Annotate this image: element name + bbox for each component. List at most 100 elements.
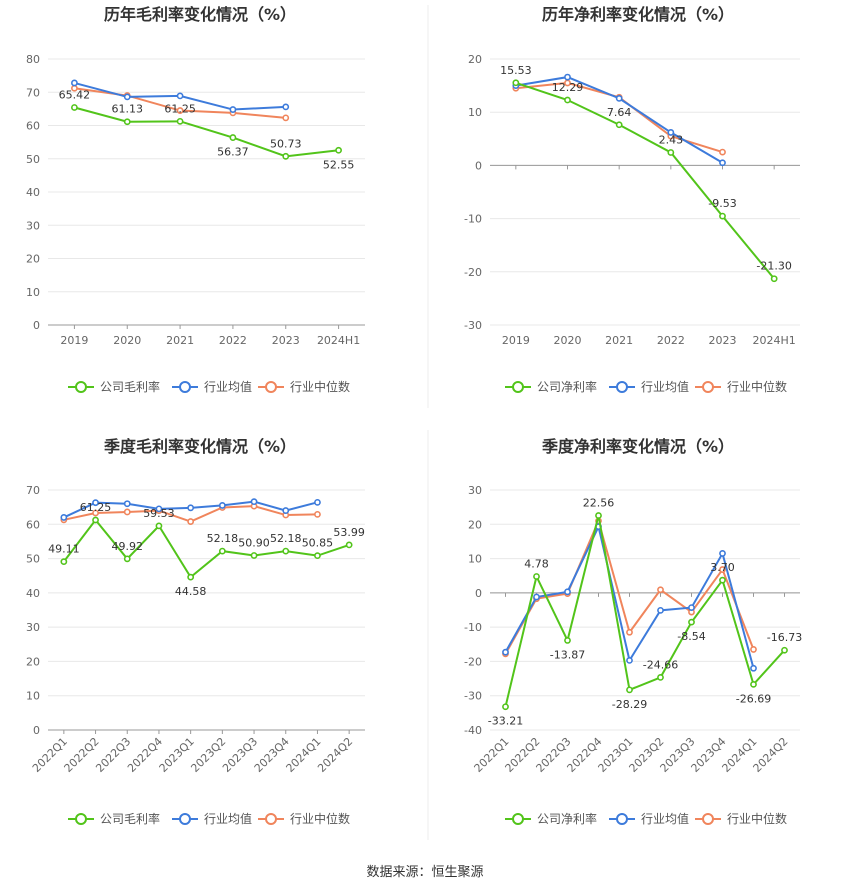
series-point-2 bbox=[719, 159, 726, 167]
data-label: -13.87 bbox=[550, 648, 585, 661]
y-tick-label: 20 bbox=[468, 53, 482, 66]
y-tick-label: -10 bbox=[464, 621, 482, 634]
series-point-2 bbox=[564, 588, 571, 596]
y-tick-label: -10 bbox=[464, 213, 482, 226]
y-tick-label: 70 bbox=[26, 484, 40, 497]
data-label: 44.58 bbox=[175, 585, 207, 598]
y-tick-label: 40 bbox=[26, 186, 40, 199]
data-label: 49.11 bbox=[48, 543, 80, 556]
y-tick-label: 10 bbox=[468, 106, 482, 119]
legend-label-3: 行业中位数 bbox=[727, 811, 787, 826]
y-tick-label: 0 bbox=[33, 724, 40, 737]
series-point-1 bbox=[719, 212, 726, 220]
data-label: 12.29 bbox=[552, 81, 584, 94]
legend-label-1: 公司净利率 bbox=[537, 379, 597, 394]
data-label: -16.73 bbox=[767, 631, 802, 644]
data-label: 59.53 bbox=[143, 507, 175, 520]
legend-marker-1 bbox=[512, 381, 524, 393]
series-point-3 bbox=[657, 586, 664, 594]
y-tick-label: 20 bbox=[468, 518, 482, 531]
series-point-1 bbox=[615, 121, 623, 129]
series-point-1 bbox=[345, 541, 353, 549]
legend-label-2: 行业均值 bbox=[641, 379, 689, 394]
y-tick-label: 0 bbox=[475, 159, 482, 172]
series-point-2 bbox=[667, 129, 675, 136]
y-tick-label: 50 bbox=[26, 153, 40, 166]
series-point-1 bbox=[314, 552, 321, 560]
data-label: 52.55 bbox=[323, 158, 355, 171]
series-line-1 bbox=[515, 81, 775, 280]
series-point-2 bbox=[314, 498, 321, 506]
x-tick-label: 2024H1 bbox=[753, 334, 796, 347]
series-point-2 bbox=[657, 606, 664, 614]
legend-label-1: 公司毛利率 bbox=[100, 379, 160, 394]
series-point-2 bbox=[123, 93, 131, 101]
legend-marker-1 bbox=[512, 813, 524, 825]
y-tick-label: -30 bbox=[464, 690, 482, 703]
chart-title: 历年净利率变化情况（%） bbox=[542, 5, 734, 24]
series-point-1 bbox=[688, 618, 695, 626]
x-tick-label: 2024Q2 bbox=[315, 735, 355, 775]
series-point-1 bbox=[218, 547, 226, 555]
series-point-1 bbox=[335, 146, 342, 154]
series-point-1 bbox=[123, 555, 131, 563]
series-point-1 bbox=[781, 646, 788, 654]
series-line-1 bbox=[74, 106, 339, 158]
series-point-2 bbox=[155, 505, 163, 513]
series-point-1 bbox=[595, 512, 602, 519]
series-point-2 bbox=[615, 94, 623, 102]
data-label: 61.25 bbox=[164, 102, 196, 115]
series-point-2 bbox=[71, 79, 78, 87]
series-point-3 bbox=[176, 107, 184, 114]
series-point-2 bbox=[282, 507, 290, 514]
y-tick-label: 80 bbox=[26, 53, 40, 66]
data-source-label: 数据来源：恒生聚源 bbox=[366, 865, 483, 880]
y-tick-label: -20 bbox=[464, 655, 482, 668]
legend-label-2: 行业均值 bbox=[204, 811, 252, 826]
data-label: 3.70 bbox=[710, 561, 735, 574]
y-tick-label: 10 bbox=[468, 553, 482, 566]
series-point-1 bbox=[512, 79, 520, 87]
data-label: 61.25 bbox=[80, 501, 112, 514]
series-point-2 bbox=[187, 504, 195, 512]
series-line-1 bbox=[504, 515, 786, 707]
series-point-2 bbox=[176, 92, 184, 100]
y-tick-label: 0 bbox=[33, 319, 40, 332]
series-point-3 bbox=[282, 114, 290, 122]
series-point-2 bbox=[719, 550, 726, 557]
series-point-1 bbox=[60, 558, 68, 566]
data-label: -26.69 bbox=[736, 692, 771, 705]
data-label: 52.18 bbox=[270, 532, 302, 545]
series-point-1 bbox=[719, 576, 726, 584]
y-tick-label: 30 bbox=[468, 484, 482, 497]
data-label: 15.53 bbox=[500, 64, 532, 77]
series-point-1 bbox=[750, 680, 757, 688]
data-label: 22.56 bbox=[583, 497, 615, 510]
y-tick-label: 70 bbox=[26, 86, 40, 99]
chart-4: 季度净利率变化情况（%）-40-30-20-1001020302022Q1202… bbox=[464, 437, 802, 826]
data-label: -33.21 bbox=[488, 715, 523, 728]
series-point-2 bbox=[250, 498, 258, 506]
series-point-1 bbox=[187, 573, 195, 581]
chart-1: 历年毛利率变化情况（%） 0 10 20 30 40 50 60 70 80 2019 2020 202… bbox=[26, 5, 365, 394]
data-label: 50.90 bbox=[238, 536, 270, 549]
data-label: -24.66 bbox=[643, 658, 678, 671]
y-tick-label: 40 bbox=[26, 587, 40, 600]
x-tick-label: 2024H1 bbox=[317, 334, 360, 347]
y-tick-label: 50 bbox=[26, 553, 40, 566]
chart-title: 历年毛利率变化情况（%） bbox=[104, 5, 296, 24]
series-point-2 bbox=[218, 502, 226, 509]
series-point-2 bbox=[60, 514, 68, 521]
legend-marker-3 bbox=[265, 813, 277, 825]
legend-marker-3 bbox=[265, 381, 277, 393]
series-point-2 bbox=[229, 106, 237, 113]
series-point-1 bbox=[282, 152, 290, 160]
series-point-1 bbox=[657, 674, 664, 681]
series-point-2 bbox=[282, 103, 290, 111]
series-point-3 bbox=[92, 509, 99, 517]
data-label: -21.30 bbox=[756, 260, 791, 273]
chart-title: 季度净利率变化情况（%） bbox=[541, 437, 734, 456]
series-point-1 bbox=[176, 117, 184, 125]
